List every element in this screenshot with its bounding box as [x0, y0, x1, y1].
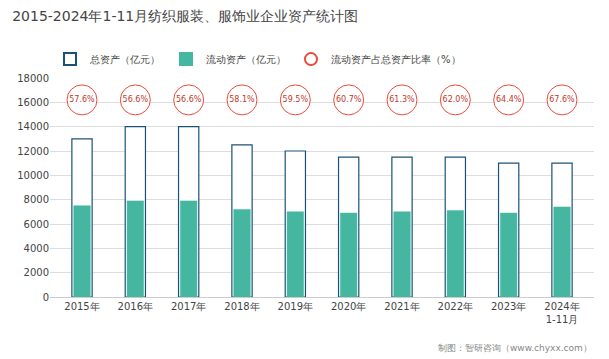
svg-text:6000: 6000: [24, 219, 49, 230]
svg-text:56.6%: 56.6%: [176, 95, 202, 104]
svg-text:2000: 2000: [24, 267, 49, 278]
svg-text:14000: 14000: [17, 121, 49, 132]
svg-text:2019年: 2019年: [278, 301, 313, 312]
svg-text:64.4%: 64.4%: [496, 95, 522, 104]
svg-text:18000: 18000: [17, 73, 49, 84]
svg-text:2021年: 2021年: [384, 301, 419, 312]
svg-text:2015-2024年1-11月纺织服装、服饰业企业资产统计图: 2015-2024年1-11月纺织服装、服饰业企业资产统计图: [12, 8, 358, 24]
svg-text:58.1%: 58.1%: [229, 95, 255, 104]
svg-text:0: 0: [43, 292, 49, 303]
svg-text:2018年: 2018年: [224, 301, 259, 312]
svg-text:2017年: 2017年: [171, 301, 206, 312]
svg-text:61.3%: 61.3%: [389, 95, 415, 104]
svg-text:2024年1-11月: 2024年1-11月: [544, 301, 579, 325]
svg-text:60.7%: 60.7%: [336, 95, 362, 104]
svg-text:4000: 4000: [24, 243, 49, 254]
svg-text:2016年: 2016年: [118, 301, 153, 312]
svg-text:2015年: 2015年: [64, 301, 99, 312]
svg-text:56.6%: 56.6%: [123, 95, 149, 104]
svg-text:2020年: 2020年: [331, 301, 366, 312]
svg-text:8000: 8000: [24, 194, 49, 205]
svg-text:62.0%: 62.0%: [443, 95, 469, 104]
svg-text:59.5%: 59.5%: [283, 95, 309, 104]
svg-text:12000: 12000: [17, 146, 49, 157]
svg-text:10000: 10000: [17, 170, 49, 181]
svg-text:总资产（亿元）: 总资产（亿元）: [89, 54, 160, 65]
svg-text:67.6%: 67.6%: [549, 95, 575, 104]
svg-text:流动资产（亿元）: 流动资产（亿元）: [206, 54, 286, 65]
svg-text:制图：智研咨询（www.chyxx.com）: 制图：智研咨询（www.chyxx.com）: [438, 343, 592, 353]
svg-text:流动资产占总资产比率（%）: 流动资产占总资产比率（%）: [331, 54, 461, 65]
svg-text:57.6%: 57.6%: [69, 95, 95, 104]
svg-text:16000: 16000: [17, 97, 49, 108]
svg-text:2023年: 2023年: [491, 301, 526, 312]
svg-text:2022年: 2022年: [438, 301, 473, 312]
